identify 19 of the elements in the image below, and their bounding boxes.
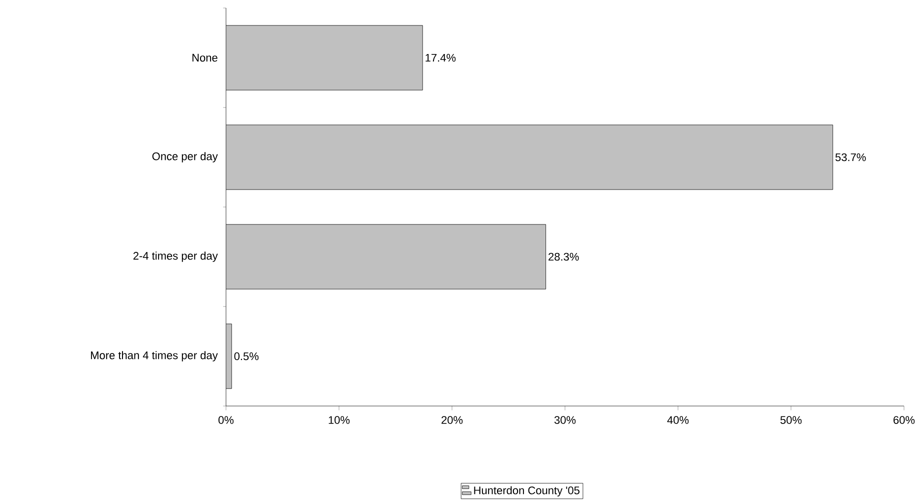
y-tick-label: None	[192, 54, 218, 62]
y-tick-label: More than 4 times per day	[91, 351, 218, 362]
x-tick-label: 20%	[442, 416, 463, 424]
y-tick-label: Once per day	[152, 152, 218, 162]
x-tick-label: 10%	[328, 416, 350, 424]
x-tick-label: 30%	[554, 416, 576, 424]
bar	[226, 25, 423, 90]
bar	[226, 124, 834, 190]
x-tick-label: 40%	[667, 416, 689, 424]
bar	[226, 224, 546, 290]
legend-label: Hunterdon County '05	[474, 486, 580, 496]
x-tick-label: 60%	[894, 416, 915, 424]
data-label: 17.4%	[426, 54, 456, 62]
data-label: 53.7%	[835, 153, 866, 162]
x-tick-label: 0%	[218, 416, 234, 424]
data-label: 0.5%	[234, 352, 259, 360]
data-label: 28.3%	[548, 252, 579, 261]
y-tick-label: 2-4 times per day	[133, 252, 218, 262]
x-tick-label: 50%	[780, 416, 802, 424]
